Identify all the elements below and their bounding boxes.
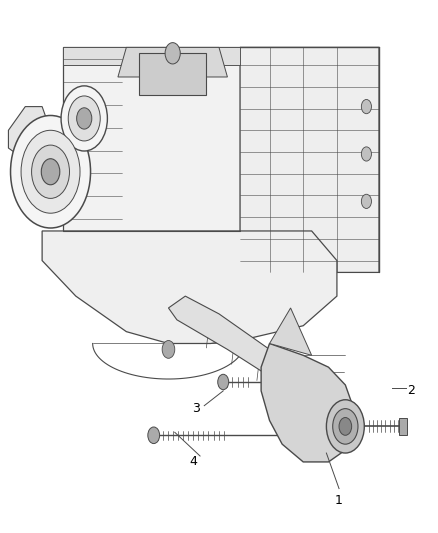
Circle shape (68, 96, 100, 141)
Polygon shape (42, 231, 337, 343)
Circle shape (162, 341, 175, 358)
Circle shape (148, 427, 159, 443)
Circle shape (333, 409, 358, 444)
Text: 4: 4 (190, 455, 198, 469)
FancyBboxPatch shape (399, 418, 407, 435)
Polygon shape (269, 308, 312, 356)
Polygon shape (240, 47, 379, 272)
Polygon shape (63, 47, 240, 231)
Circle shape (339, 417, 352, 435)
Polygon shape (118, 47, 227, 77)
Polygon shape (139, 53, 206, 95)
Polygon shape (261, 343, 354, 462)
Polygon shape (63, 47, 240, 65)
Circle shape (77, 108, 92, 129)
Polygon shape (169, 296, 290, 379)
Polygon shape (8, 107, 50, 160)
Circle shape (361, 147, 371, 161)
Circle shape (11, 116, 91, 228)
Text: 1: 1 (335, 494, 343, 507)
Circle shape (326, 400, 364, 453)
Text: 3: 3 (192, 402, 200, 415)
Circle shape (61, 86, 107, 151)
Circle shape (218, 374, 229, 390)
Text: 2: 2 (407, 384, 414, 398)
Circle shape (361, 194, 371, 208)
Circle shape (165, 43, 180, 64)
Circle shape (361, 100, 371, 114)
Circle shape (32, 145, 70, 198)
Circle shape (41, 159, 60, 185)
Circle shape (21, 130, 80, 213)
